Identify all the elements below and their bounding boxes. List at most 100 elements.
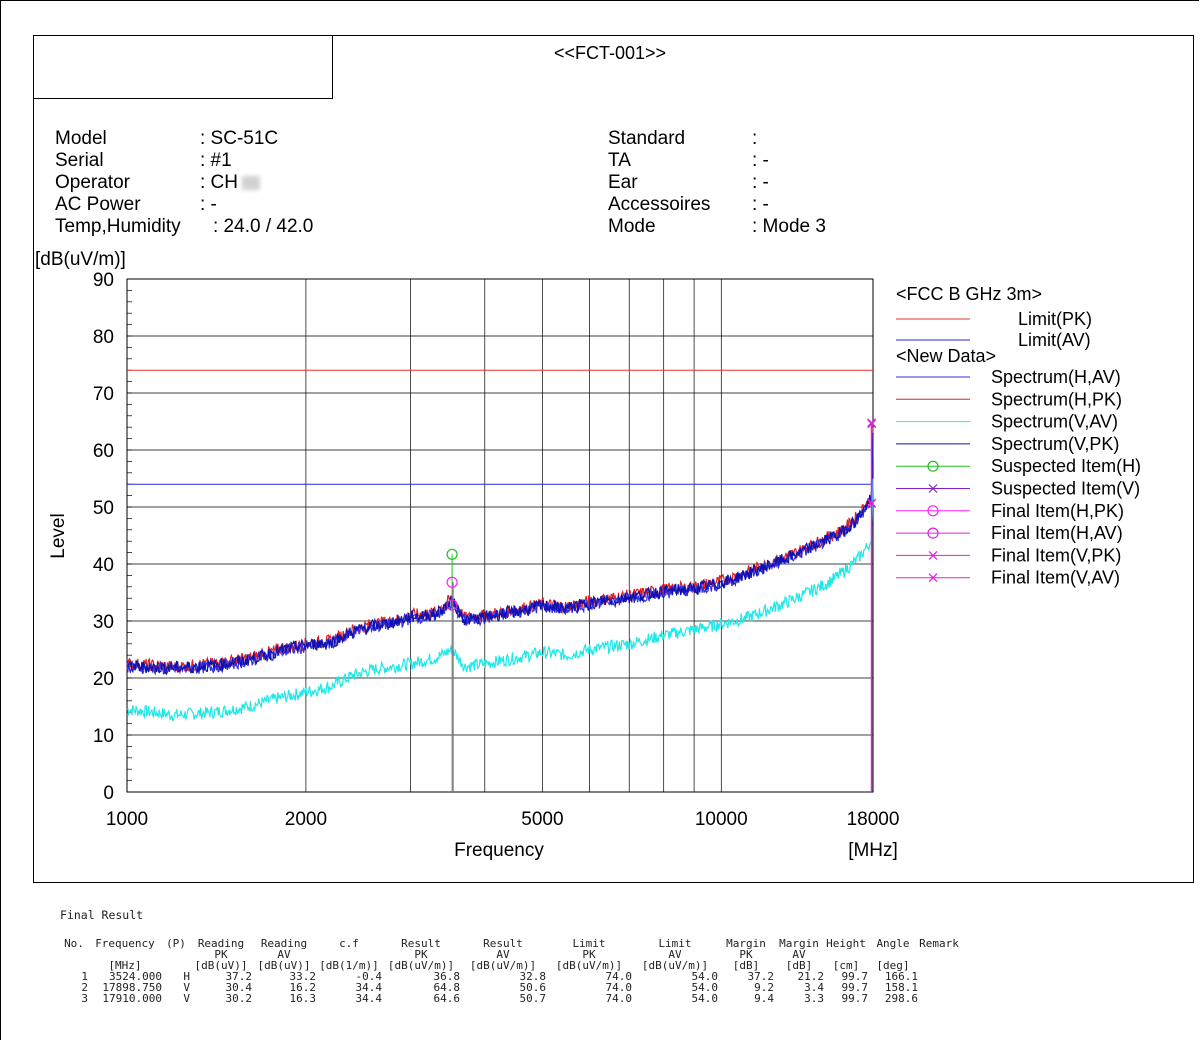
table-cell: H [183,970,190,983]
table-cell: 166.1 [884,970,918,983]
table-cell: No. [64,937,84,950]
table-cell: PK [582,948,596,961]
table-cell: AV [792,948,806,961]
table-cell: Limit [658,937,692,950]
y-tick-label: 40 [93,555,114,576]
table-cell: PK [739,948,753,961]
table-cell: AV [668,948,682,961]
table-cell: 30.2 [225,992,253,1005]
page-label: p [0,0,60,8]
table-cell: PK [214,948,228,961]
redacted-mark [242,175,260,190]
table-cell: 36.8 [433,970,461,983]
table-cell: 30.4 [225,981,253,994]
table-cell: V [183,981,190,994]
table-cell: [dB(1/m)] [319,959,379,972]
table-cell: [dB(uV/m)] [387,959,455,972]
table-header-row: PK AV PK AV PK AV PK AV [60,949,960,960]
table-cell: 9.4 [754,992,774,1005]
legend-marker-x [928,550,938,560]
legend-marker-x [928,573,938,583]
table-cell: c.f [339,937,359,950]
meta-value-model: : SC-51C [200,128,279,149]
series-spectrum-v-pk- [126,432,874,675]
table-cell: [deg] [876,959,910,972]
y-tick-label: 90 [93,270,114,291]
table-cell: 37.2 [225,970,253,983]
legend-item-label: Spectrum(H,AV) [991,367,1121,387]
x-tick-label: 18000 [847,809,900,830]
table-cell: Result [483,937,523,950]
table-cell [918,993,960,1004]
x-tick-label: 2000 [285,809,327,830]
meta-label-serial: Serial [55,150,104,171]
table-cell: 99.7 [841,992,869,1005]
legend-item-label: Spectrum(V,AV) [991,412,1118,432]
legend-item-label: Suspected Item(V) [991,479,1140,499]
meta-value-standard: : [752,128,758,149]
meta-value-ear: : - [752,172,769,193]
table-cell: 3 [81,992,88,1005]
meta-label-ear: Ear [608,172,638,193]
marker-final-item-v-pk- [867,418,876,428]
meta-value-serial: : #1 [200,150,232,171]
table-cell [918,949,960,960]
legend-group-title: <New Data> [896,346,996,366]
table-cell: [dB(uV/m)] [555,959,623,972]
x-tick-label: 1000 [106,809,148,830]
meta-label-ac-power: AC Power [55,194,141,215]
table-cell: 74.0 [605,970,633,983]
legend-item-label: Spectrum(V,PK) [991,434,1119,454]
legend-item-label: Final Item(H,PK) [991,501,1124,521]
y-tick-label: 20 [93,669,114,690]
y-tick-label: 0 [103,783,114,804]
report-title: <<FCT-001>> [553,43,667,63]
table-cell: 33.2 [289,970,317,983]
table-cell: 50.6 [519,981,547,994]
plot-area [126,278,874,793]
table-cell: 158.1 [884,981,918,994]
x-tick-label: 10000 [695,809,748,830]
table-cell: 34.4 [355,992,383,1005]
table-cell: Reading [260,937,308,950]
final-result-title: Final Result [60,908,144,922]
table-cell: 1 [81,970,88,983]
table-cell: 17898.750 [102,981,162,994]
table-cell: Height [826,937,866,950]
table-cell [162,949,190,960]
legend-item-label: Final Item(V,PK) [991,545,1121,565]
table-cell: Result [401,937,441,950]
meta-label-operator: Operator [55,172,130,193]
final-result-table: No. Frequency (P) Reading Reading c.f Result Re… [60,938,960,1004]
marker-final-item-h-pk- [446,576,458,588]
title-box [33,35,333,99]
y-tick-label: 50 [93,498,114,519]
x-tick-label: 5000 [521,809,563,830]
legend-marker-circle [927,527,939,539]
table-cell: 64.6 [433,992,461,1005]
y-tick-label: 70 [93,384,114,405]
table-cell: 50.7 [519,992,547,1005]
table-header-row: No. Frequency (P) Reading Reading c.f Result Re… [60,938,960,949]
meta-value-mode: : Mode 3 [752,216,826,237]
y-tick-label: 80 [93,327,114,348]
table-cell: [cm] [832,959,860,972]
table-row: 1 3524.000 H 37.2 33.2 -0.4 36.8 32.8 74.0 54.0 37… [60,971,960,982]
table-cell [918,960,960,971]
report-panel [33,35,1194,883]
table-row: 3 17910.000 V 30.2 16.3 34.4 64.6 50.7 74.0 54.0 9… [60,993,960,1004]
table-cell: Frequency [95,937,155,950]
legend-item-label: Limit(PK) [1018,309,1092,329]
table-cell: 34.4 [355,981,383,994]
table-cell: Limit [572,937,606,950]
emission-chart: 0 10 20 30 40 50 60 70 80 90 1000 2000 5000 10000 1800… [35,249,1141,861]
series-spectrum-v-av- [126,478,874,722]
table-cell: 3524.000 [109,970,162,983]
table-cell: 74.0 [605,992,633,1005]
table-cell: 99.7 [841,981,869,994]
y-tick-label: 10 [93,726,114,747]
table-cell: [dB(uV/m)] [641,959,709,972]
legend-item-label: Spectrum(H,PK) [991,389,1122,409]
marker-final-item-h-av- [446,599,458,611]
